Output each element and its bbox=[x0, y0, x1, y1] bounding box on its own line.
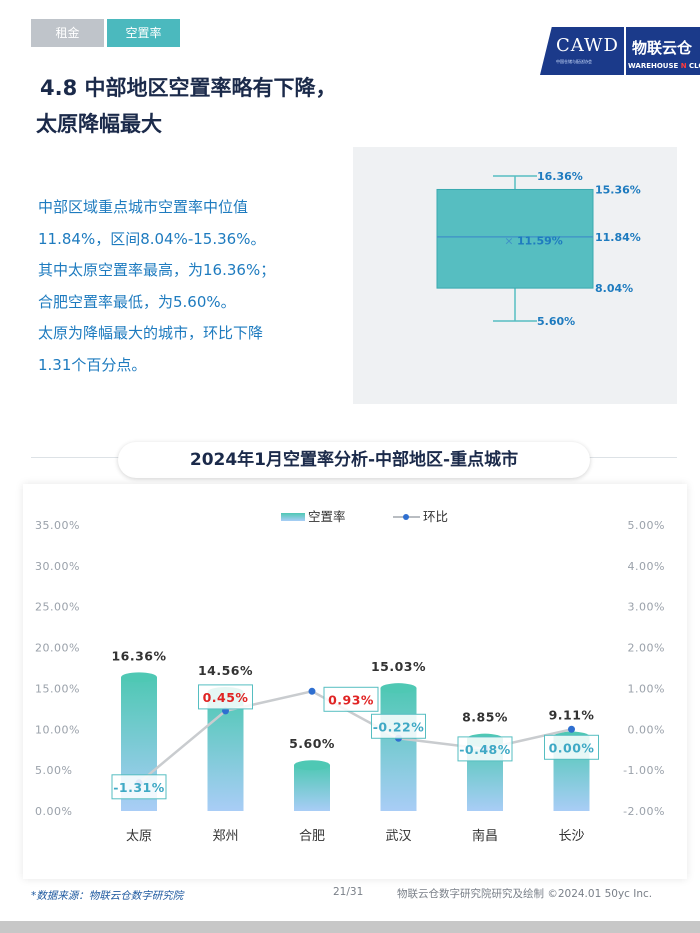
bar bbox=[380, 688, 417, 811]
cawd-logo-subtext: 中国仓储与配送协会 bbox=[556, 59, 592, 64]
bar-cap bbox=[294, 760, 330, 771]
boxplot-median-label: 11.84% bbox=[595, 231, 641, 244]
left-axis-tick: 35.00% bbox=[35, 519, 80, 532]
page-title-line-2: 太原降幅最大 bbox=[36, 112, 162, 136]
boxplot-min-label: 5.60% bbox=[537, 315, 575, 328]
page-number: 21/31 bbox=[333, 886, 364, 898]
cawd-logo-text: CAWD bbox=[556, 35, 619, 56]
brand-logo-text: 物联云仓 bbox=[632, 39, 693, 57]
category-label: 太原 bbox=[126, 829, 152, 844]
tab-vacancy-rate[interactable]: 空置率 bbox=[107, 19, 180, 47]
right-axis-tick: -2.00% bbox=[623, 805, 665, 818]
chart-panel: 0.00% 5.00% 10.00% 15.00% 20.00% 25.00% 30.00%… bbox=[23, 484, 687, 879]
left-axis-tick: 20.00% bbox=[35, 642, 80, 655]
left-axis-tick: 0.00% bbox=[35, 805, 72, 818]
mom-value-label: -1.31% bbox=[113, 780, 165, 795]
description-line: 11.84%，区间8.04%-15.36%。 bbox=[38, 229, 266, 248]
mom-point bbox=[308, 687, 316, 695]
left-axis-tick: 5.00% bbox=[35, 764, 72, 777]
bar-cap bbox=[380, 683, 417, 694]
boxplot-box bbox=[436, 188, 594, 289]
right-axis-tick: 0.00% bbox=[628, 723, 665, 736]
brand-logo-subtext: WAREHOUSE N CLOUD bbox=[628, 62, 700, 70]
mom-value-label: 0.45% bbox=[203, 690, 249, 705]
left-axis-tick: 10.00% bbox=[35, 723, 80, 736]
description-line: 合肥空置率最低，为5.60%。 bbox=[38, 292, 236, 311]
bottom-bar bbox=[0, 921, 700, 933]
right-axis-tick: 2.00% bbox=[628, 642, 665, 655]
bar-value-label: 15.03% bbox=[371, 659, 426, 674]
brand-logo bbox=[626, 27, 700, 75]
legend-bar-label: 空置率 bbox=[308, 509, 346, 524]
mom-label-box bbox=[544, 734, 599, 760]
mom-label-box bbox=[457, 736, 513, 762]
category-label: 武汉 bbox=[385, 829, 411, 844]
right-axis-tick: 1.00% bbox=[628, 682, 665, 695]
left-axis-tick: 15.00% bbox=[35, 682, 80, 695]
mom-value-label: 0.93% bbox=[328, 692, 374, 707]
right-axis-tick: -1.00% bbox=[623, 764, 665, 777]
description: 中部区域重点城市空置率中位值 11.84%，区间8.04%-15.36%。 其中… bbox=[38, 192, 338, 381]
boxplot-q3-label: 15.36% bbox=[595, 183, 641, 196]
boxplot-mean-label: 11.59% bbox=[517, 234, 563, 247]
bar-value-label: 16.36% bbox=[111, 648, 166, 663]
legend-bar-swatch bbox=[281, 513, 305, 521]
boxplot-panel: × 16.36% 15.36% 11.84% 11.59% 8.04% 5.60% bbox=[353, 147, 677, 404]
mom-value-label: -0.22% bbox=[373, 719, 425, 734]
right-axis-tick: 4.00% bbox=[628, 560, 665, 573]
logo: CAWD 中国仓储与配送协会 物联云仓 WAREHOUSE N CLOUD bbox=[540, 27, 700, 77]
boxplot-chart: × 16.36% 15.36% 11.84% 11.59% 8.04% 5.60% bbox=[436, 170, 641, 328]
page-title: 4.8 中部地区空置率略有下降， 太原降幅最大 bbox=[36, 70, 337, 142]
description-line: 其中太原空置率最高，为16.36%； bbox=[38, 261, 276, 279]
boxplot-max-label: 16.36% bbox=[537, 170, 583, 183]
description-line: 中部区域重点城市空置率中位值 bbox=[38, 198, 249, 216]
boxplot-mean-marker: × bbox=[504, 234, 513, 247]
chart-title: 2024年1月空置率分析-中部地区-重点城市 bbox=[118, 442, 590, 478]
category-label: 郑州 bbox=[212, 829, 238, 844]
mom-label-box bbox=[111, 774, 167, 800]
bar bbox=[294, 765, 330, 811]
category-label: 合肥 bbox=[299, 829, 325, 844]
left-axis-tick: 30.00% bbox=[35, 560, 80, 573]
mom-value-label: 0.00% bbox=[549, 740, 595, 755]
mom-label-box bbox=[323, 686, 379, 712]
mom-label-box bbox=[371, 713, 426, 739]
bar-value-label: 14.56% bbox=[198, 663, 253, 678]
page-title-line-1: 4.8 中部地区空置率略有下降， bbox=[40, 76, 337, 100]
right-axis-tick: 5.00% bbox=[628, 519, 665, 532]
mom-value-label: -0.48% bbox=[459, 742, 511, 757]
bar-cap bbox=[121, 672, 157, 683]
bar-value-label: 8.85% bbox=[462, 710, 508, 725]
legend-line-label: 环比 bbox=[423, 509, 448, 524]
section-tabs: 租金 空置率 bbox=[31, 19, 180, 47]
tab-rent[interactable]: 租金 bbox=[31, 19, 104, 47]
credit: 物联云仓数字研究院研究及绘制 ©2024.01 50yc Inc. bbox=[397, 888, 653, 900]
data-source: *数据来源：物联云仓数字研究院 bbox=[31, 890, 184, 902]
bar-value-label: 5.60% bbox=[289, 736, 335, 751]
category-label: 南昌 bbox=[472, 828, 498, 844]
bar-value-label: 9.11% bbox=[549, 708, 595, 723]
mom-label-box bbox=[198, 684, 253, 710]
boxplot-q1-label: 8.04% bbox=[595, 282, 633, 295]
category-label: 长沙 bbox=[558, 829, 584, 844]
legend-line-marker bbox=[403, 514, 409, 520]
description-line: 1.31个百分点。 bbox=[38, 355, 147, 374]
mom-point bbox=[568, 725, 575, 733]
cawd-logo bbox=[540, 27, 624, 75]
right-axis-tick: 3.00% bbox=[628, 601, 665, 614]
combo-chart: 0.00% 5.00% 10.00% 15.00% 20.00% 25.00% 30.00%… bbox=[35, 509, 665, 844]
description-line: 太原为降幅最大的城市，环比下降 bbox=[38, 324, 264, 342]
left-axis-tick: 25.00% bbox=[35, 601, 80, 614]
